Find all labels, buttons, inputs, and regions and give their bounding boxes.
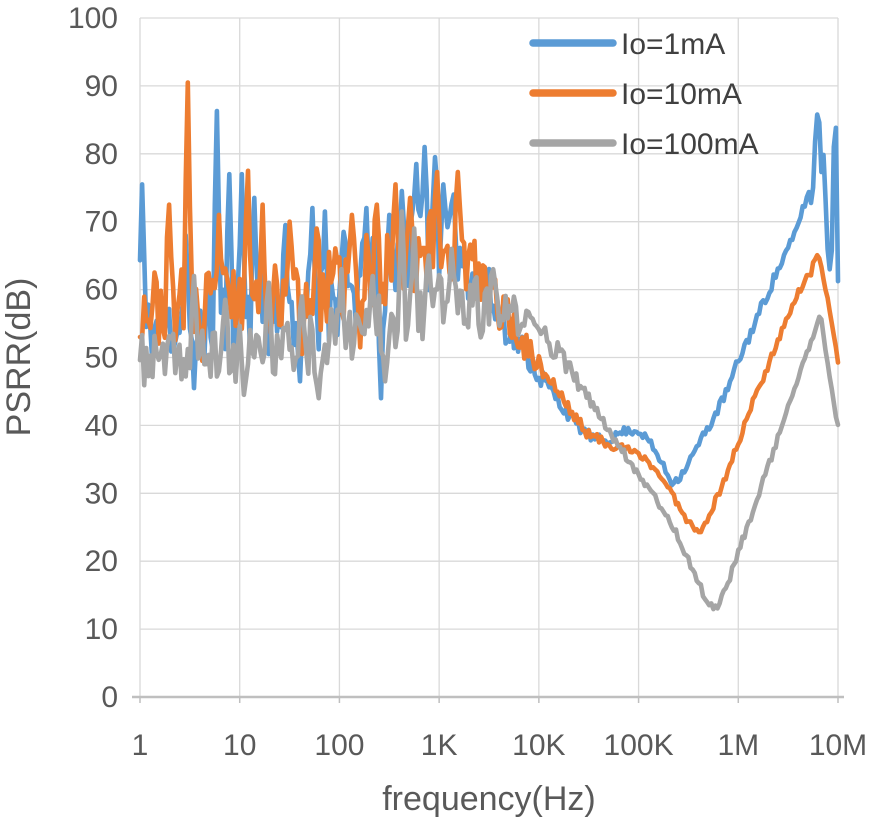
series-line-io-100ma — [137, 209, 841, 612]
y-tick-label: 20 — [85, 545, 118, 578]
y-tick-label: 90 — [85, 70, 118, 103]
x-tick-label: 1 — [132, 729, 149, 762]
y-tick-label: 40 — [85, 409, 118, 442]
series-line-io-1ma — [137, 108, 841, 488]
x-tick-label: 10K — [512, 729, 565, 762]
x-tick-label: 100 — [314, 729, 364, 762]
y-axis-title: PSRR(dB) — [0, 278, 38, 437]
x-axis-title: frequency(Hz) — [382, 780, 596, 818]
x-tick-label: 10 — [223, 729, 256, 762]
legend-label-io-100ma: Io=100mA — [621, 128, 759, 161]
x-tick-label: 1M — [717, 729, 759, 762]
y-tick-label: 10 — [85, 613, 118, 646]
y-tick-label: 80 — [85, 138, 118, 171]
y-tick-label: 100 — [68, 2, 118, 35]
y-tick-label: 30 — [85, 477, 118, 510]
legend-label-io-1ma: Io=1mA — [621, 28, 725, 61]
y-tick-label: 60 — [85, 274, 118, 307]
y-tick-label: 70 — [85, 206, 118, 239]
x-tick-label: 10M — [809, 729, 867, 762]
y-tick-label: 0 — [101, 681, 118, 714]
x-tick-label: 100K — [604, 729, 674, 762]
y-tick-label: 50 — [85, 342, 118, 375]
x-tick-label: 1K — [421, 729, 458, 762]
legend-label-io-10ma: Io=10mA — [621, 78, 742, 111]
